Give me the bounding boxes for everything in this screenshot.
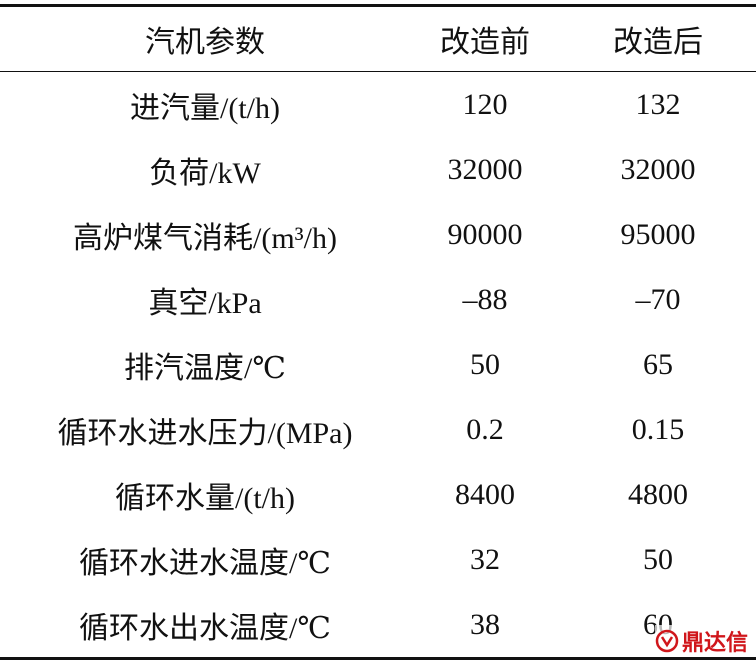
data-table: 汽机参数 改造前 改造后 进汽量/(t/h) 120 132 负荷/kW 32000 3200…	[0, 4, 756, 660]
table-cell: 循环水出水温度/℃	[79, 611, 331, 645]
table-cell: 50	[470, 347, 500, 381]
table-row: 真空/kPa –88 –70	[0, 267, 756, 332]
table-cell: 负荷/kW	[149, 156, 261, 190]
header-cell: 改造后	[560, 5, 756, 72]
table-cell: 8400	[455, 477, 515, 511]
watermark-text: 鼎达信	[681, 631, 748, 656]
table-cell: 132	[635, 87, 681, 121]
table-cell: 32	[470, 542, 500, 576]
table-row: 负荷/kW 32000 32000	[0, 137, 756, 202]
header-row: 汽机参数 改造前 改造后	[0, 5, 756, 72]
table-row: 进汽量/(t/h) 120 132	[0, 72, 756, 138]
table-cell: 90000	[447, 217, 523, 251]
table-cell: –70	[635, 282, 681, 316]
table-cell: 4800	[628, 477, 688, 511]
table-cell: 65	[643, 347, 673, 381]
table-cell: 循环水进水温度/℃	[79, 546, 331, 580]
table-row: 循环水进水压力/(MPa) 0.2 0.15	[0, 397, 756, 462]
table-cell: 0.2	[466, 412, 504, 446]
header-cell: 汽机参数	[0, 5, 410, 72]
table-cell: 50	[643, 542, 673, 576]
table-body: 进汽量/(t/h) 120 132 负荷/kW 32000 32000 高炉煤气消耗/(m³…	[0, 72, 756, 659]
table-row: 高炉煤气消耗/(m³/h) 90000 95000	[0, 202, 756, 267]
table-row: 循环水出水温度/℃ 38 60	[0, 592, 756, 659]
table-cell: 真空/kPa	[148, 286, 262, 320]
table-cell: 高炉煤气消耗/(m³/h)	[73, 221, 337, 255]
header-cell: 改造前	[410, 5, 560, 72]
table-cell: –88	[462, 282, 508, 316]
watermark-logo	[655, 629, 679, 653]
table-row: 排汽温度/℃ 50 65	[0, 332, 756, 397]
table-row: 循环水量/(t/h) 8400 4800	[0, 462, 756, 527]
table-cell: 95000	[620, 217, 696, 251]
table-cell: 循环水进水压力/(MPa)	[57, 416, 353, 450]
table-cell: 0.15	[631, 412, 685, 446]
table-cell: 循环水量/(t/h)	[115, 481, 295, 515]
table-cell: 进汽量/(t/h)	[130, 91, 280, 125]
table-row: 循环水进水温度/℃ 32 50	[0, 527, 756, 592]
watermark: 鼎达信	[654, 625, 748, 657]
table-cell: 120	[462, 87, 508, 121]
table-cell: 32000	[447, 152, 523, 186]
table-cell: 32000	[620, 152, 696, 186]
table-cell: 38	[470, 607, 500, 641]
table-cell: 排汽温度/℃	[124, 351, 286, 385]
